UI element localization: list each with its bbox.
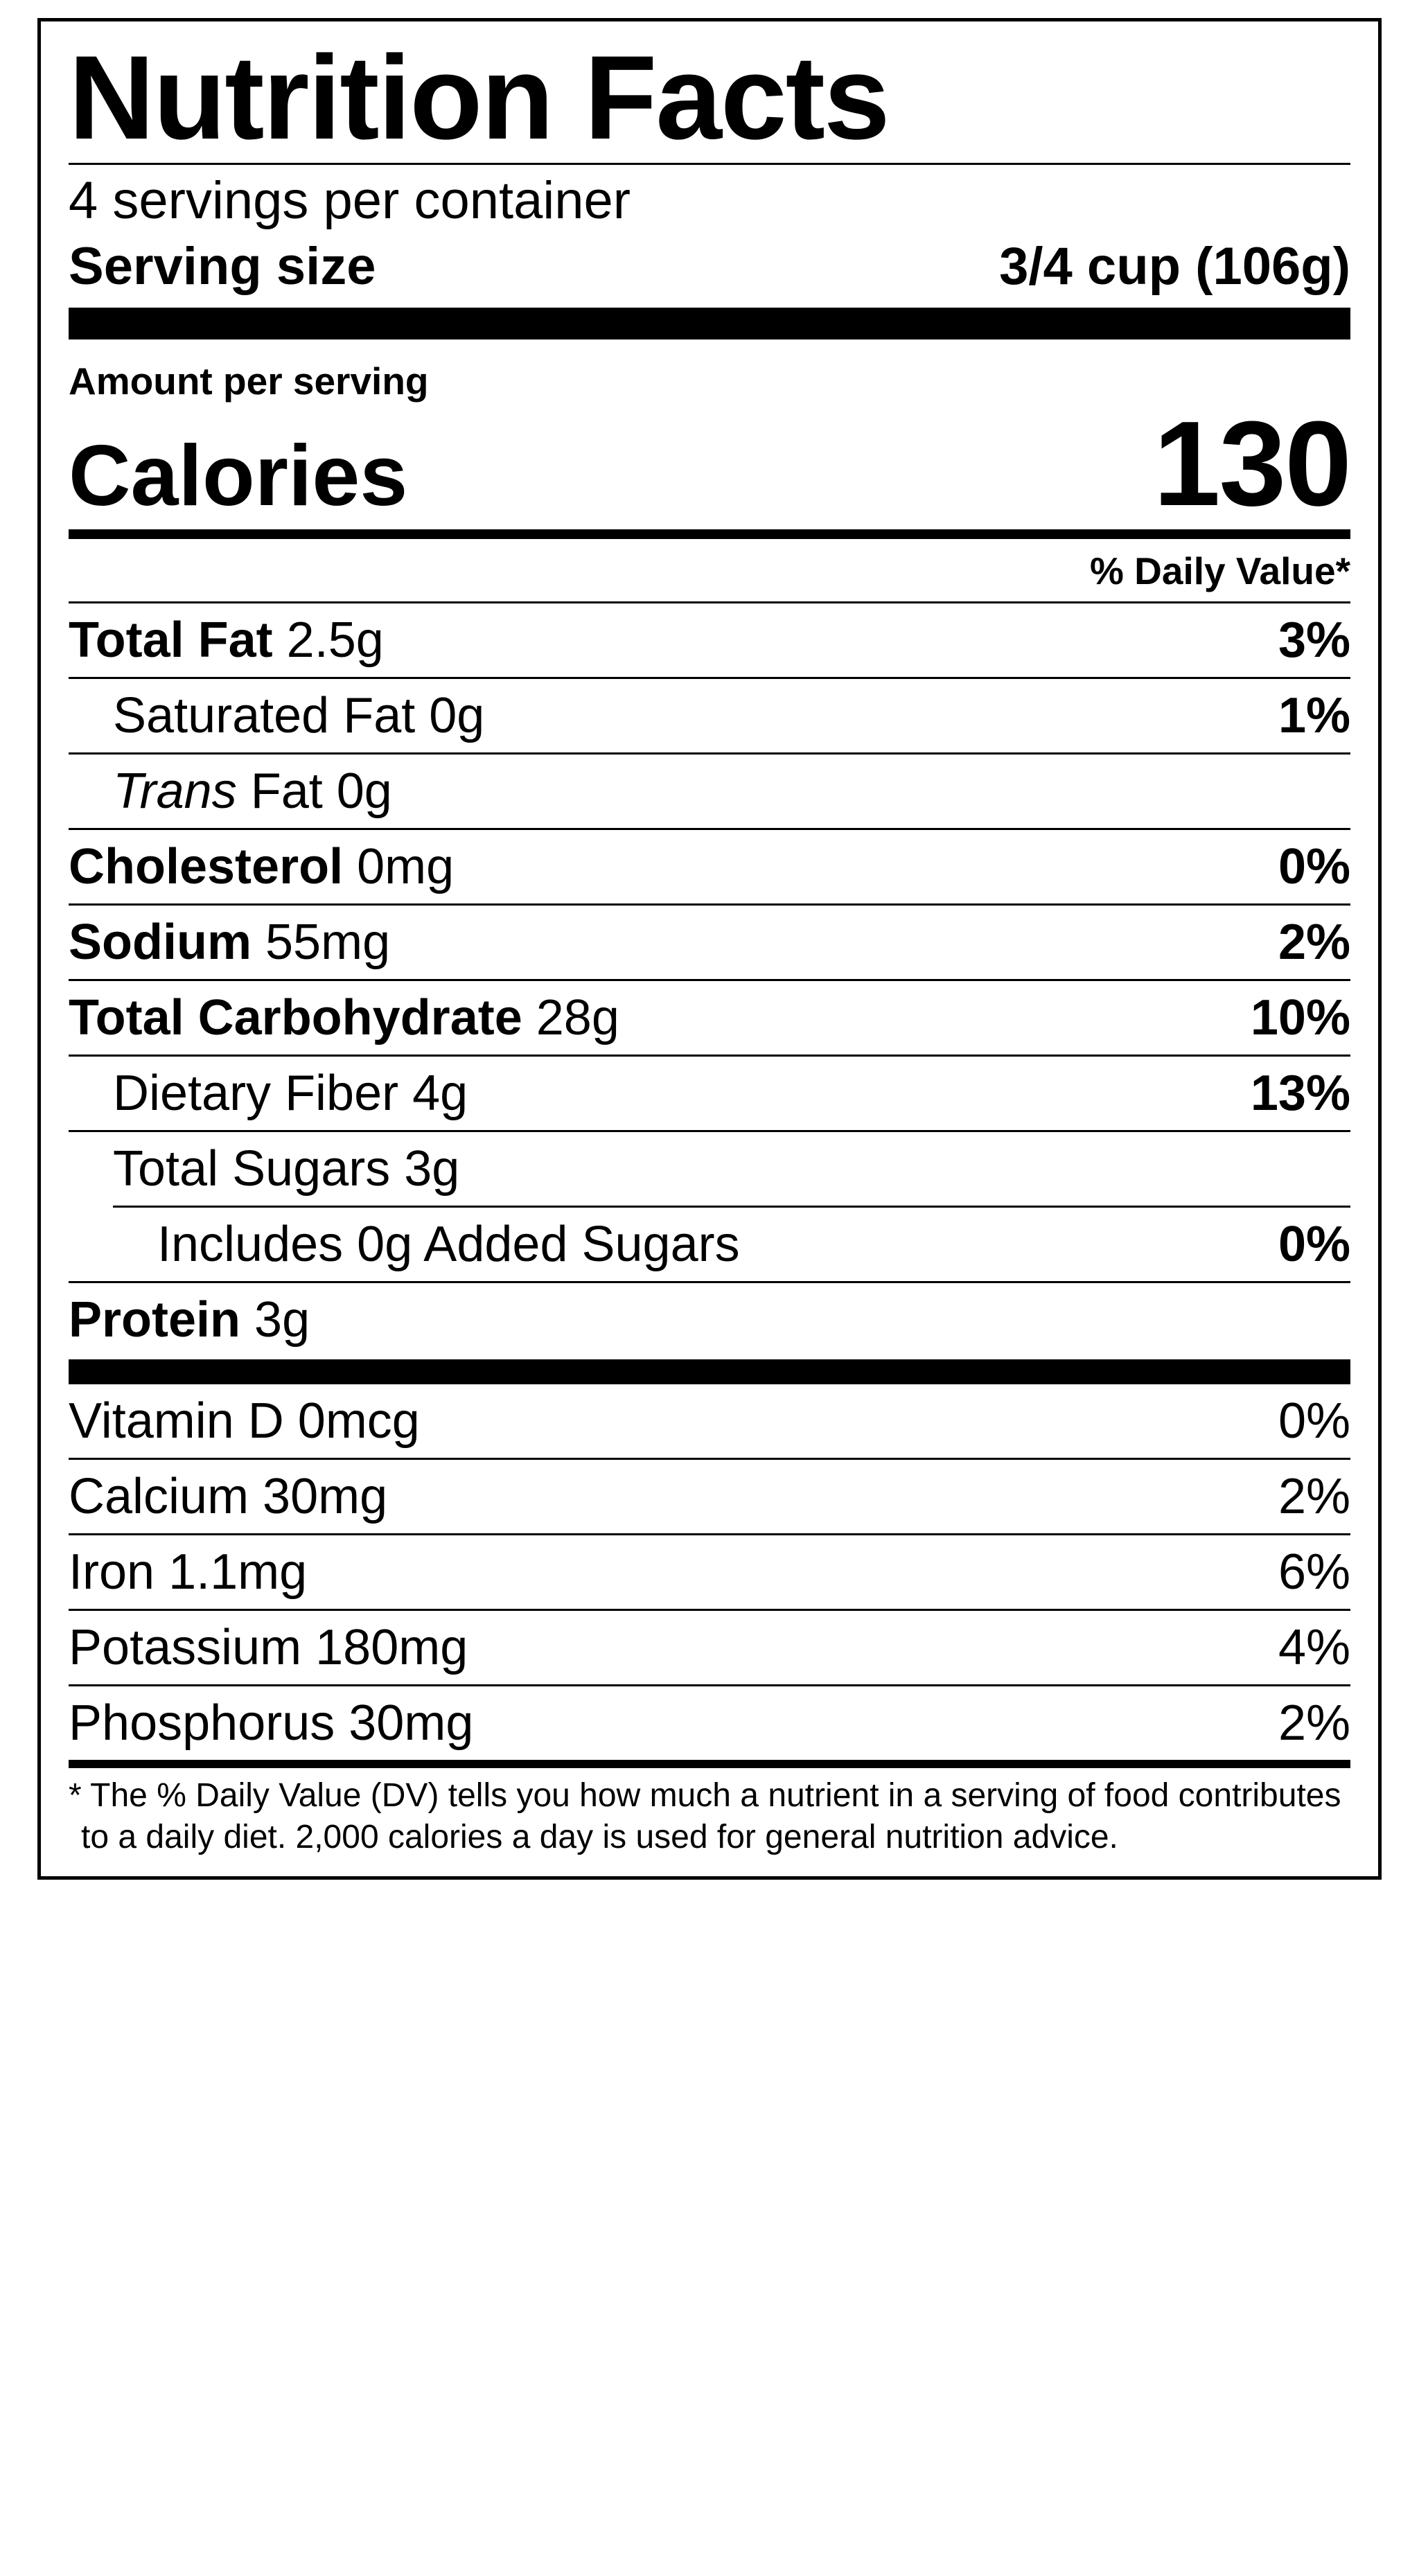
servings-per-container: 4 servings per container	[69, 165, 1350, 233]
row-protein: Protein 3g	[69, 1283, 1350, 1357]
row-vitamin-d: Vitamin D 0mcg0%	[69, 1384, 1350, 1460]
row-iron: Iron 1.1mg6%	[69, 1535, 1350, 1611]
daily-value-header: % Daily Value*	[69, 539, 1350, 603]
amount-per-serving: Amount per serving	[69, 339, 1350, 403]
row-trans-fat: Trans Fat 0g	[69, 755, 1350, 830]
row-sodium: Sodium 55mg 2%	[69, 906, 1350, 981]
row-calcium: Calcium 30mg2%	[69, 1460, 1350, 1535]
thick-bar	[69, 308, 1350, 339]
serving-size-row: Serving size 3/4 cup (106g)	[69, 233, 1350, 306]
thick-bar	[69, 1359, 1350, 1384]
row-fiber: Dietary Fiber 4g 13%	[69, 1057, 1350, 1132]
nutrition-label: Nutrition Facts 4 servings per container…	[37, 18, 1382, 1880]
row-cholesterol: Cholesterol 0mg 0%	[69, 830, 1350, 906]
row-saturated-fat: Saturated Fat 0g 1%	[69, 679, 1350, 755]
calories-value: 130	[1154, 403, 1350, 524]
serving-size-value: 3/4 cup (106g)	[999, 236, 1350, 297]
calories-row: Calories 130	[69, 403, 1350, 529]
row-total-carb: Total Carbohydrate 28g 10%	[69, 981, 1350, 1057]
title: Nutrition Facts	[69, 38, 1350, 157]
row-total-sugars: Total Sugars 3g	[113, 1132, 1350, 1208]
footnote: * The % Daily Value (DV) tells you how m…	[69, 1768, 1350, 1862]
serving-size-label: Serving size	[69, 236, 376, 297]
calories-label: Calories	[69, 433, 407, 519]
row-potassium: Potassium 180mg4%	[69, 1611, 1350, 1686]
row-added-sugars: Includes 0g Added Sugars 0%	[69, 1208, 1350, 1283]
row-total-fat: Total Fat 2.5g 3%	[69, 603, 1350, 679]
row-phosphorus: Phosphorus 30mg2%	[69, 1686, 1350, 1762]
